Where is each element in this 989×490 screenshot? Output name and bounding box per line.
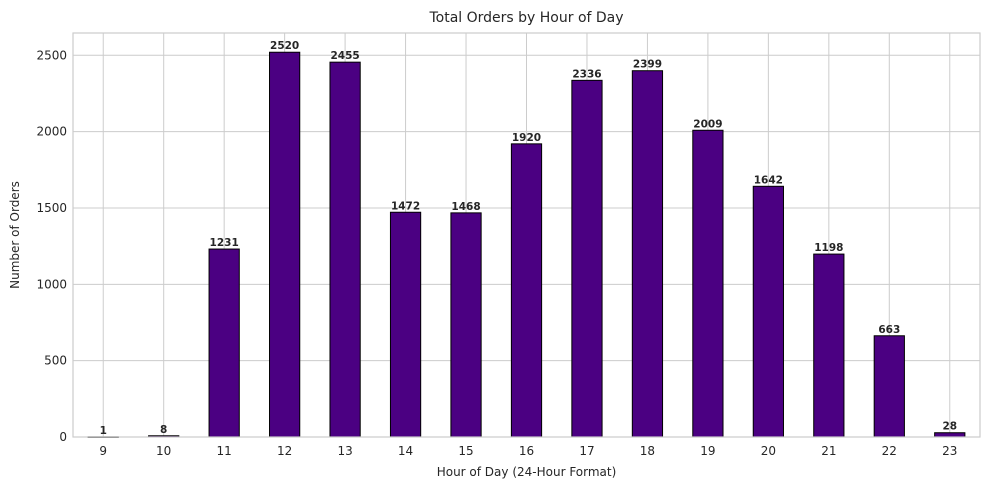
bar-value-label: 663 xyxy=(878,324,900,336)
y-tick-label: 2000 xyxy=(36,125,67,139)
data-labels: 1 8 1231 2520 2455 1472 1468 1920 2336 2399 2009 16… xyxy=(100,40,958,437)
y-tick-label: 500 xyxy=(44,354,67,368)
bar xyxy=(208,248,240,438)
x-axis-ticks: 9 10 11 12 13 14 15 16 17 18 19 20 21 22 23 xyxy=(99,444,957,458)
x-axis-label: Hour of Day (24-Hour Format) xyxy=(437,465,617,479)
x-tick-label: 21 xyxy=(821,444,836,458)
y-tick-label: 0 xyxy=(59,430,67,444)
bar xyxy=(389,211,422,438)
x-tick-label: 20 xyxy=(761,444,776,458)
bar-value-label: 28 xyxy=(942,421,957,433)
bar-value-label: 1 xyxy=(100,425,107,437)
bar-value-label: 2336 xyxy=(572,68,601,80)
bar xyxy=(329,61,361,438)
plot-frame xyxy=(72,32,981,438)
y-axis-label: Number of Orders xyxy=(8,181,22,289)
bar-value-label: 1198 xyxy=(814,242,843,254)
bar xyxy=(934,432,966,438)
bar xyxy=(269,51,301,438)
x-tick-label: 10 xyxy=(156,444,171,458)
x-tick-label: 18 xyxy=(640,444,655,458)
bar xyxy=(571,79,603,438)
bar-value-label: 8 xyxy=(160,424,167,436)
bar xyxy=(813,253,845,438)
x-tick-label: 15 xyxy=(458,444,473,458)
x-tick-label: 9 xyxy=(99,444,107,458)
x-tick-label: 23 xyxy=(942,444,957,458)
bar xyxy=(752,185,784,438)
bar xyxy=(450,212,482,438)
bar xyxy=(873,335,905,438)
y-axis-ticks: 0 500 1000 1500 2000 2500 xyxy=(36,48,67,444)
bar-value-label: 2399 xyxy=(633,59,662,71)
bar-value-label: 1920 xyxy=(512,132,541,144)
x-tick-label: 14 xyxy=(398,444,413,458)
bar xyxy=(631,70,664,438)
bar-value-label: 2455 xyxy=(330,50,359,62)
x-tick-label: 12 xyxy=(277,444,292,458)
bar-value-label: 1231 xyxy=(210,237,239,249)
bar-value-label: 2520 xyxy=(270,40,299,52)
x-tick-label: 11 xyxy=(217,444,232,458)
x-tick-label: 13 xyxy=(337,444,352,458)
y-tick-label: 1500 xyxy=(36,201,67,215)
x-tick-label: 17 xyxy=(579,444,594,458)
bar-value-label: 2009 xyxy=(693,118,722,130)
bar xyxy=(510,143,543,438)
bar-value-label: 1642 xyxy=(754,174,783,186)
bar xyxy=(692,129,724,438)
bar-value-label: 1468 xyxy=(451,201,480,213)
bar-value-label: 1472 xyxy=(391,200,420,212)
x-tick-label: 19 xyxy=(700,444,715,458)
bars xyxy=(87,51,966,438)
y-tick-label: 2500 xyxy=(36,48,67,62)
y-tick-label: 1000 xyxy=(36,277,67,291)
x-tick-label: 22 xyxy=(882,444,897,458)
chart-title: Total Orders by Hour of Day xyxy=(428,10,623,26)
x-tick-label: 16 xyxy=(519,444,534,458)
